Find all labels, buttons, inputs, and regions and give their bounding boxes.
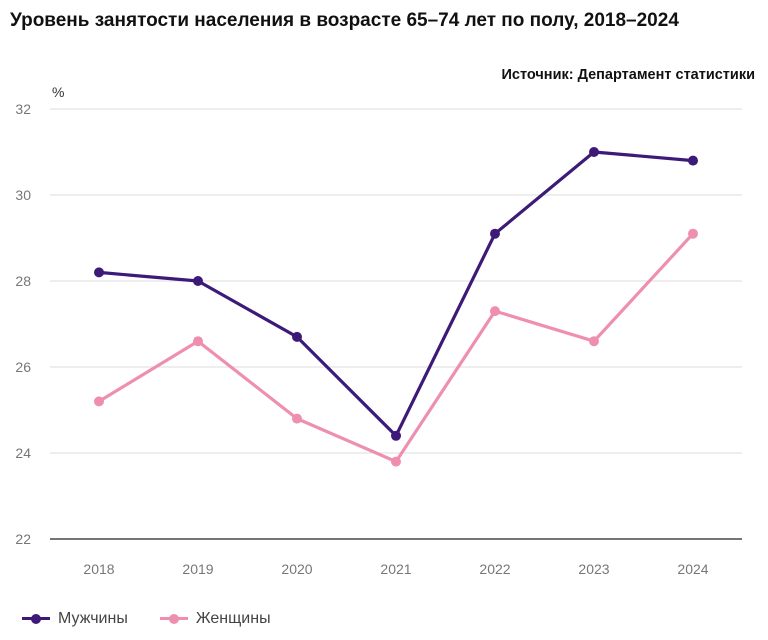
y-tick-label: 28	[15, 273, 31, 289]
legend-item-men: Мужчины	[22, 610, 128, 628]
data-point-men-2019	[193, 276, 203, 286]
y-tick-label: 32	[15, 101, 31, 117]
data-point-men-2024	[688, 155, 698, 166]
y-tick-label: 24	[15, 445, 31, 461]
x-tick-label: 2018	[83, 561, 114, 577]
legend-dot-men	[31, 614, 41, 624]
source-note: Источник: Департамент статистики	[501, 67, 756, 83]
data-point-men-2021	[391, 430, 401, 441]
x-tick-label: 2019	[182, 561, 213, 577]
data-point-men-2023	[589, 147, 599, 157]
x-tick-label: 2024	[677, 561, 708, 577]
data-point-women-2019	[193, 336, 203, 347]
x-tick-label: 2020	[281, 561, 312, 577]
x-tick-label: 2022	[479, 561, 510, 577]
data-point-women-2020	[292, 413, 302, 424]
data-point-women-2024	[688, 228, 698, 239]
y-tick-label: 26	[15, 359, 31, 375]
legend-item-women: Женщины	[159, 610, 271, 628]
data-point-men-2022	[490, 228, 500, 239]
data-point-women-2021	[391, 456, 401, 467]
data-point-men-2020	[292, 331, 302, 342]
legend-label-men: Мужчины	[58, 610, 128, 627]
data-point-women-2023	[589, 336, 599, 347]
legend-swatch-men	[22, 613, 50, 625]
y-tick-label: 22	[15, 531, 31, 547]
legend: Мужчины Женщины	[22, 610, 271, 628]
x-tick-label: 2023	[578, 561, 609, 577]
legend-swatch-women	[159, 613, 188, 625]
data-point-men-2018	[94, 267, 104, 278]
legend-dot-women	[168, 614, 179, 624]
series-line-women	[97, 232, 695, 464]
x-tick-label: 2021	[380, 561, 411, 577]
legend-label-women: Женщины	[195, 610, 271, 627]
y-axis-unit: %	[52, 84, 64, 100]
data-point-women-2022	[490, 306, 500, 317]
data-point-women-2018	[94, 396, 104, 407]
chart-title: Уровень занятости населения в возрасте 6…	[10, 10, 679, 31]
y-tick-label: 30	[15, 187, 31, 203]
